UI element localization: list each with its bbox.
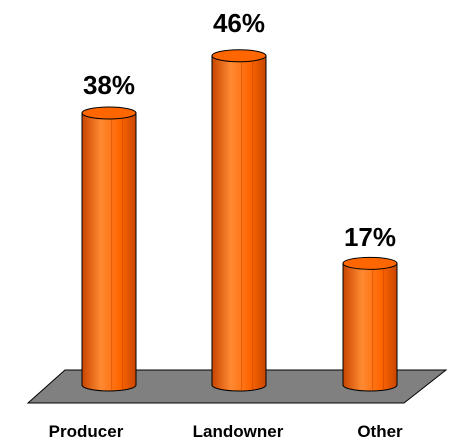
bar-other [342, 256, 398, 392]
bar-top-producer [81, 106, 137, 120]
x-tick-label-other: Other [357, 422, 403, 441]
bar-body-landowner [211, 55, 267, 392]
bar-top-other [342, 256, 398, 270]
data-label-landowner: 46% [213, 8, 265, 38]
bar-body-producer [81, 112, 137, 392]
data-label-producer: 38% [83, 70, 135, 100]
bars-layer [81, 49, 398, 392]
bar-top-landowner [211, 49, 267, 63]
bar-landowner [211, 49, 267, 392]
x-tick-label-producer: Producer [49, 422, 124, 441]
bar-producer [81, 106, 137, 392]
data-label-other: 17% [344, 222, 396, 252]
x-tick-label-landowner: Landowner [193, 422, 284, 441]
bar-body-other [342, 262, 398, 392]
